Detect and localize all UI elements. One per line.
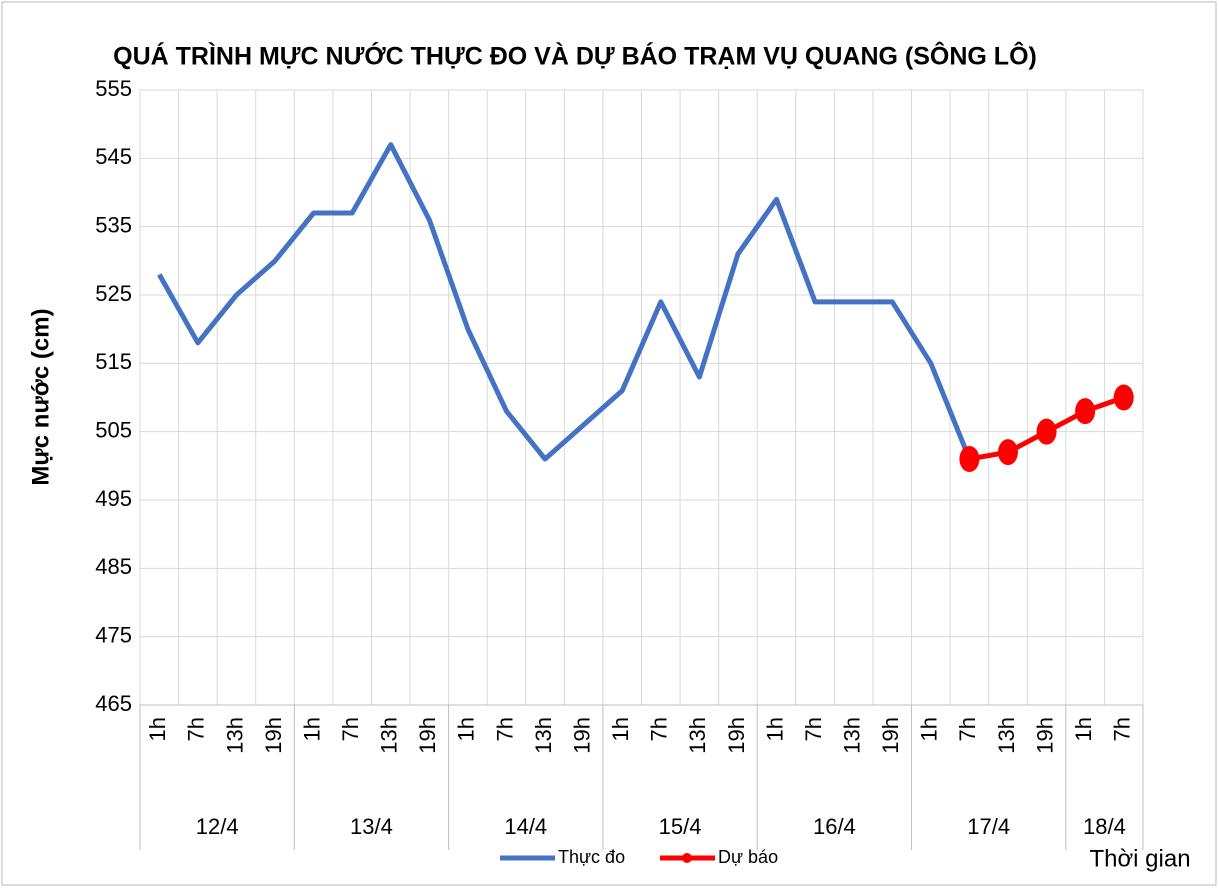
x-tick-label: 13h [685,717,710,754]
x-tick-label: 7h [492,717,517,741]
legend-label: Thực đo [558,847,625,867]
x-axis-label: Thời gian [1089,845,1190,872]
x-tick-label: 19h [878,717,903,754]
x-group-label: 18/4 [1083,814,1126,839]
x-group-label: 14/4 [504,814,547,839]
x-tick-label: 19h [569,717,594,754]
x-tick-label: 1h [917,717,942,741]
point-marker [959,446,980,472]
x-tick-label: 13h [222,717,247,754]
y-tick-label: 555 [95,76,132,101]
y-tick-label: 495 [95,486,132,511]
point-marker [1036,418,1057,445]
x-tick-label: 7h [338,717,363,741]
y-tick-label: 475 [95,622,132,647]
y-tick-label: 465 [95,691,132,716]
x-tick-label: 13h [839,717,864,754]
y-tick-label: 535 [95,212,132,237]
x-tick-label: 13h [994,717,1019,754]
x-tick-label: 13h [377,717,402,754]
x-group-label: 13/4 [350,814,393,839]
legend-marker [682,853,692,863]
x-tick-label: 7h [801,717,826,741]
legend-label: Dự báo [718,847,778,867]
x-tick-label: 1h [145,717,170,741]
x-tick-label: 19h [724,717,749,754]
y-tick-label: 515 [95,349,132,374]
x-tick-label: 7h [647,717,672,741]
x-tick-label: 13h [531,717,556,754]
x-tick-label: 1h [1071,717,1096,741]
series-line [157,142,972,462]
x-tick-label: 1h [454,717,479,741]
y-tick-label: 525 [95,281,132,306]
x-group-label: 17/4 [967,814,1010,839]
x-group-label: 12/4 [196,814,239,839]
y-tick-label: 545 [95,144,132,169]
x-tick-label: 1h [299,717,324,741]
x-group-label: 16/4 [813,814,856,839]
x-tick-label: 1h [608,717,633,741]
x-tick-label: 7h [1110,717,1135,741]
y-tick-label: 505 [95,417,132,442]
x-tick-label: 19h [1032,717,1057,754]
y-tick-label: 485 [95,554,132,579]
point-marker [997,439,1018,466]
chart-title: QUÁ TRÌNH MỰC NƯỚC THỰC ĐO VÀ DỰ BÁO TRẠ… [113,41,1037,71]
point-marker [1075,398,1096,425]
x-tick-label: 7h [184,717,209,741]
y-axis-label: Mực nước (cm) [27,308,54,485]
x-tick-label: 19h [261,717,286,754]
x-tick-label: 7h [955,717,980,741]
point-marker [1113,384,1134,411]
x-tick-label: 1h [762,717,787,741]
x-group-label: 15/4 [659,814,702,839]
x-tick-label: 19h [415,717,440,754]
